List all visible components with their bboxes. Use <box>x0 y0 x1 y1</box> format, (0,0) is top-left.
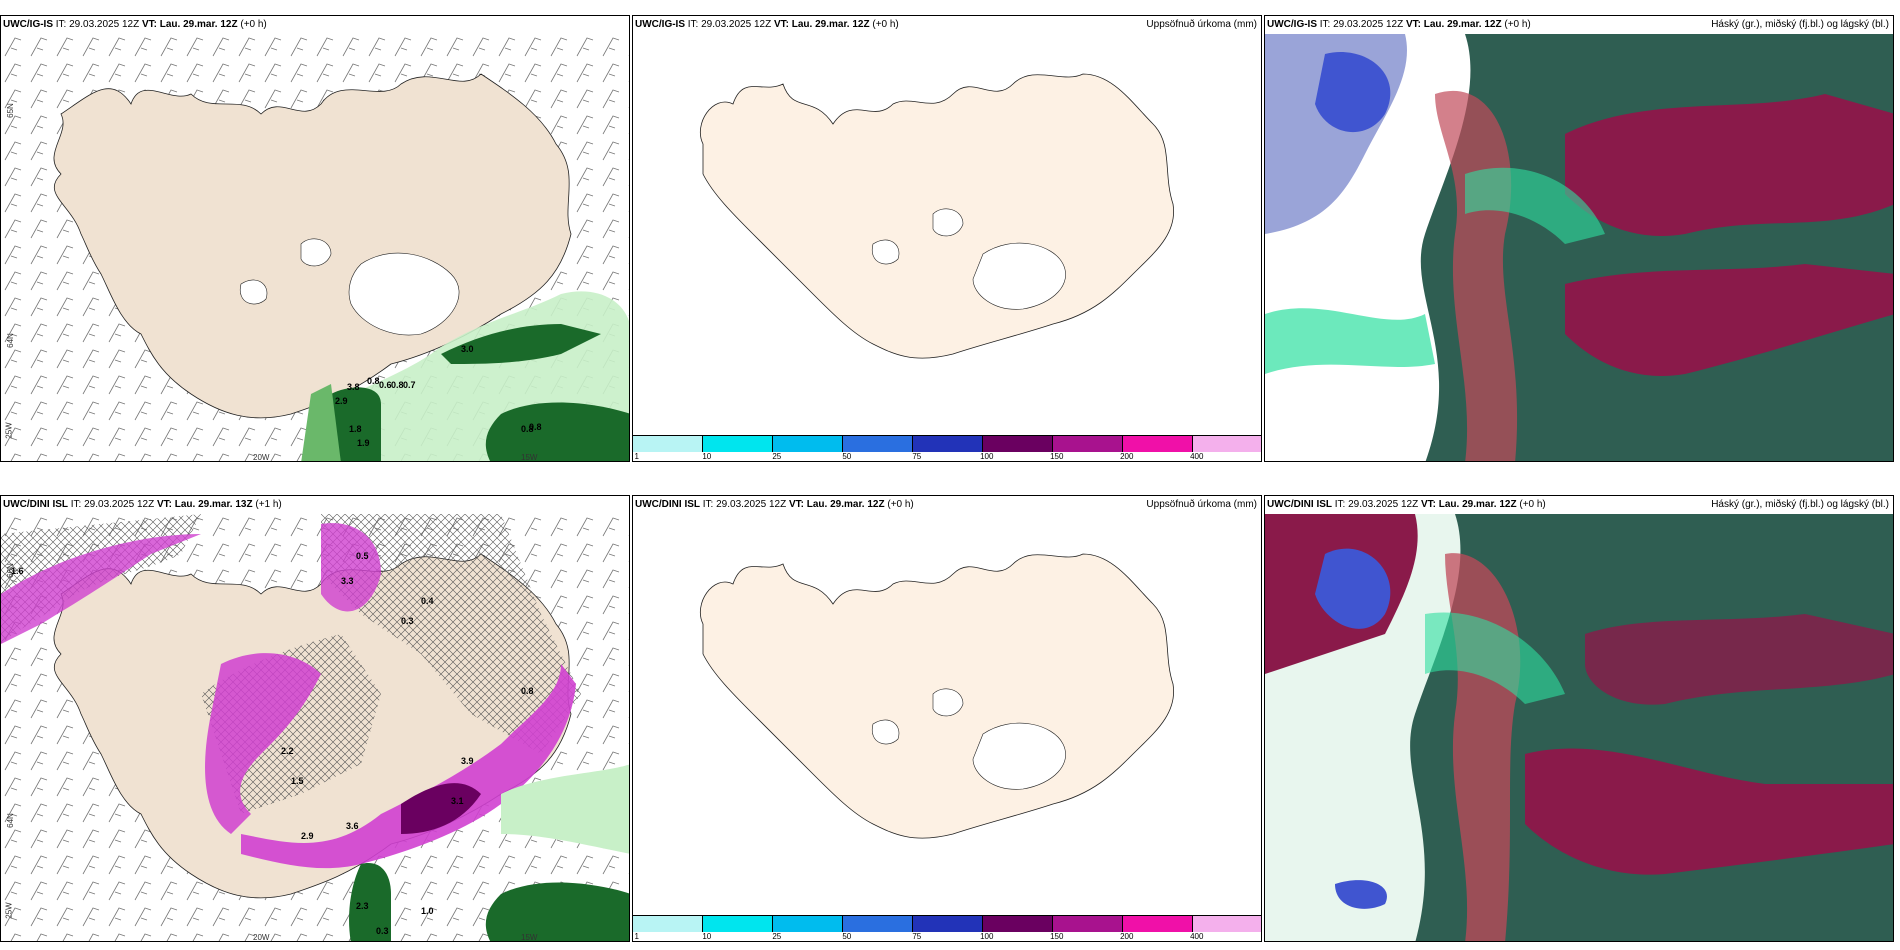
svg-text:0.8: 0.8 <box>521 686 534 696</box>
colorbar-label: 1 <box>634 452 639 461</box>
svg-text:2.3: 2.3 <box>356 901 369 911</box>
panel-title: UWC/DINI ISL IT: 29.03.2025 12Z VT: Lau.… <box>635 499 914 510</box>
svg-text:3.1: 3.1 <box>451 796 464 806</box>
cloud-cover-panel-top: UWC/IG-IS IT: 29.03.2025 12Z VT: Lau. 29… <box>1264 15 1894 462</box>
colorbar-swatch <box>843 436 913 452</box>
colorbar-label: 10 <box>702 932 712 941</box>
svg-text:0.5: 0.5 <box>356 551 369 561</box>
colorbar-swatch <box>843 916 913 932</box>
svg-text:3.0: 3.0 <box>461 344 474 354</box>
colorbar-label: 50 <box>842 932 852 941</box>
colorbar-label: 100 <box>980 932 994 941</box>
colorbar-swatch <box>1123 436 1193 452</box>
colorbar-swatch <box>913 916 983 932</box>
colorbar-label: 1 <box>634 932 639 941</box>
colorbar-swatch <box>1193 916 1261 932</box>
precip-colorbar: 1 10 25 50 75 100 150 200 400 <box>633 915 1261 941</box>
precip-colorbar: 1 10 25 50 75 100 150 200 400 <box>633 435 1261 461</box>
panel-title: UWC/DINI ISL IT: 29.03.2025 12Z VT: Lau.… <box>3 499 282 510</box>
cloud-map <box>1265 514 1893 941</box>
svg-text:1.6: 1.6 <box>11 566 24 576</box>
accumulated-precip-panel-bottom: UWC/DINI ISL IT: 29.03.2025 12Z VT: Lau.… <box>632 495 1262 942</box>
panel-subtitle: Háský (gr.), miðský (fj.bl.) og lágský (… <box>1711 499 1889 510</box>
svg-text:0.4: 0.4 <box>421 596 434 606</box>
svg-text:1.8: 1.8 <box>349 424 362 434</box>
colorbar-swatch <box>773 436 843 452</box>
svg-text:1.5: 1.5 <box>291 776 304 786</box>
panel-subtitle: Uppsöfnuð úrkoma (mm) <box>1146 19 1257 30</box>
colorbar-label: 400 <box>1190 932 1204 941</box>
colorbar-label: 50 <box>842 452 852 461</box>
svg-text:0.8: 0.8 <box>529 422 542 432</box>
panel-title: UWC/IG-IS IT: 29.03.2025 12Z VT: Lau. 29… <box>1267 19 1531 30</box>
panel-title: UWC/DINI ISL IT: 29.03.2025 12Z VT: Lau.… <box>1267 499 1546 510</box>
panel-subtitle: Uppsöfnuð úrkoma (mm) <box>1146 499 1257 510</box>
colorbar-label: 75 <box>912 932 922 941</box>
colorbar-label: 200 <box>1120 932 1134 941</box>
accumulated-precip-panel-top: UWC/IG-IS IT: 29.03.2025 12Z VT: Lau. 29… <box>632 15 1262 462</box>
colorbar-swatch <box>983 916 1053 932</box>
svg-text:3.8: 3.8 <box>347 382 360 392</box>
wind-barb-map: 3.0 3.8 2.9 0.8 0.6 0.7 0.8 1.8 1.9 0.8 … <box>1 34 629 461</box>
colorbar-label: 150 <box>1050 932 1064 941</box>
colorbar-swatch <box>1193 436 1261 452</box>
colorbar-label: 150 <box>1050 452 1064 461</box>
colorbar-swatch <box>773 916 843 932</box>
precip-map <box>700 553 1175 839</box>
colorbar-swatch <box>703 916 773 932</box>
svg-text:0.3: 0.3 <box>401 616 414 626</box>
colorbar-swatch <box>1053 916 1123 932</box>
panel-subtitle: Háský (gr.), miðský (fj.bl.) og lágský (… <box>1711 19 1889 30</box>
cloud-map <box>1265 34 1893 461</box>
precip-map <box>700 73 1175 359</box>
colorbar-label: 10 <box>702 452 712 461</box>
svg-text:2.2: 2.2 <box>281 746 294 756</box>
svg-text:3.3: 3.3 <box>341 576 354 586</box>
colorbar-swatch <box>703 436 773 452</box>
panel-title: UWC/IG-IS IT: 29.03.2025 12Z VT: Lau. 29… <box>635 19 899 30</box>
colorbar-label: 200 <box>1120 452 1134 461</box>
colorbar-label: 100 <box>980 452 994 461</box>
svg-text:0.3: 0.3 <box>376 926 389 936</box>
panel-title: UWC/IG-IS IT: 29.03.2025 12Z VT: Lau. 29… <box>3 19 267 30</box>
svg-text:0.8: 0.8 <box>391 380 404 390</box>
colorbar-swatch <box>983 436 1053 452</box>
colorbar-label: 400 <box>1190 452 1204 461</box>
svg-text:0.8: 0.8 <box>521 424 534 434</box>
colorbar-swatch <box>913 436 983 452</box>
svg-text:3.9: 3.9 <box>461 756 474 766</box>
colorbar-label: 25 <box>772 932 782 941</box>
colorbar-swatch <box>1123 916 1193 932</box>
svg-text:2.9: 2.9 <box>301 831 314 841</box>
wind-barb-map: 1.6 0.5 3.3 0.4 0.3 0.8 1.5 2.2 3.6 3.9 … <box>1 514 629 941</box>
svg-text:3.6: 3.6 <box>346 821 359 831</box>
svg-text:0.7: 0.7 <box>403 380 416 390</box>
colorbar-swatch <box>633 436 703 452</box>
cloud-cover-panel-bottom: UWC/DINI ISL IT: 29.03.2025 12Z VT: Lau.… <box>1264 495 1894 942</box>
svg-text:1.0: 1.0 <box>421 906 434 916</box>
colorbar-swatch <box>1053 436 1123 452</box>
colorbar-label: 75 <box>912 452 922 461</box>
svg-text:1.9: 1.9 <box>357 438 370 448</box>
wind-precip-map-panel-bottom: UWC/DINI ISL IT: 29.03.2025 12Z VT: Lau.… <box>0 495 630 942</box>
svg-text:0.6: 0.6 <box>379 380 392 390</box>
wind-precip-map-panel-top: UWC/IG-IS IT: 29.03.2025 12Z VT: Lau. 29… <box>0 15 630 462</box>
colorbar-label: 25 <box>772 452 782 461</box>
svg-text:2.9: 2.9 <box>335 396 348 406</box>
colorbar-swatch <box>633 916 703 932</box>
svg-text:0.8: 0.8 <box>367 376 380 386</box>
